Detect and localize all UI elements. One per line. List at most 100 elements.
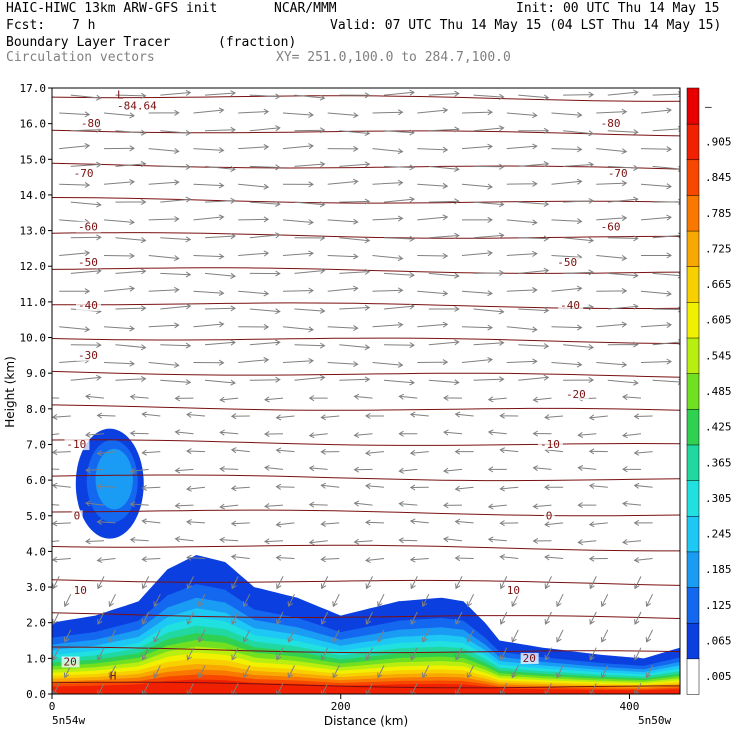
circulation-arrow <box>640 146 672 153</box>
circulation-arrow <box>372 148 404 155</box>
x-tick-label: 400 <box>620 700 640 713</box>
circulation-arrow <box>640 107 672 114</box>
circulation-arrow <box>372 321 404 328</box>
circulation-arrow <box>294 127 326 134</box>
circulation-arrow <box>417 321 449 328</box>
header-xsec: XY= 251.0,100.0 to 284.7,100.0 <box>276 50 511 65</box>
circulation-arrow <box>461 109 493 116</box>
circulation-arrow <box>96 450 116 457</box>
circulation-arrow <box>506 143 538 150</box>
contour-label-bg <box>64 439 90 451</box>
temperature-contour <box>52 544 680 552</box>
y-tick-label: 14.0 <box>20 189 47 202</box>
circulation-arrow <box>160 379 192 386</box>
contour-label: 10 <box>74 584 87 597</box>
temperature-contour <box>52 404 680 411</box>
circulation-arrow <box>506 219 538 226</box>
circulation-arrow <box>193 359 225 366</box>
circulation-arrow <box>85 431 105 438</box>
temperature-contour <box>52 646 680 654</box>
circulation-arrow <box>607 379 639 386</box>
x-end-label-right: 5n50w <box>638 714 671 727</box>
circulation-arrow <box>103 179 135 186</box>
circulation-arrow <box>607 341 639 348</box>
circulation-arrow <box>174 536 194 543</box>
tracer-blob <box>95 448 133 510</box>
contour-label: -84.64 <box>117 99 157 112</box>
circulation-arrow <box>294 234 326 241</box>
circulation-arrow <box>428 126 460 133</box>
circulation-arrow <box>294 94 326 101</box>
circulation-arrow <box>409 449 429 456</box>
circulation-arrow <box>640 321 672 329</box>
temperature-contour <box>52 579 680 586</box>
circulation-arrow <box>186 519 206 526</box>
y-tick-label: 8.0 <box>26 403 46 416</box>
circulation-arrow <box>428 272 460 279</box>
circulation-arrow <box>204 379 236 386</box>
contour-label-bg <box>543 510 555 522</box>
colorbar-label: .665 <box>705 278 732 291</box>
circulation-arrow <box>410 576 418 590</box>
temperature-contour <box>52 439 680 446</box>
circulation-arrow <box>518 94 550 101</box>
circulation-arrow <box>148 322 180 329</box>
circulation-arrow <box>544 576 552 590</box>
circulation-arrow <box>473 339 505 346</box>
colorbar-swatch <box>686 87 700 125</box>
temperature-contour <box>52 612 680 619</box>
circulation-arrow <box>148 216 180 223</box>
circulation-arrow <box>443 502 463 509</box>
circulation-arrow <box>141 647 150 661</box>
circulation-arrow <box>353 393 373 400</box>
circulation-arrow <box>230 554 250 560</box>
circulation-arrow <box>532 503 552 510</box>
x-tick-label: 200 <box>331 700 351 713</box>
circulation-arrow <box>421 665 430 679</box>
colorbar-label: .905 <box>705 135 732 148</box>
circulation-arrow <box>398 393 418 400</box>
circulation-arrow <box>186 554 206 561</box>
circulation-arrow <box>148 148 180 154</box>
circulation-arrow <box>499 554 519 560</box>
circulation-arrow <box>282 250 314 257</box>
colorbar-swatch <box>686 230 700 267</box>
circulation-arrow <box>282 326 314 333</box>
circulation-arrow <box>544 484 564 491</box>
circulation-arrow <box>70 374 102 381</box>
circulation-arrow <box>115 305 147 312</box>
contour-label: -50 <box>557 256 577 269</box>
circulation-arrow <box>103 325 135 332</box>
circulation-arrow <box>160 196 192 203</box>
circulation-arrow <box>377 629 385 643</box>
circulation-arrow <box>645 593 654 608</box>
y-tick-label: 2.0 <box>26 617 46 630</box>
circulation-arrow <box>115 198 147 206</box>
circulation-arrow <box>52 647 60 661</box>
circulation-arrow <box>308 465 328 472</box>
circulation-arrow <box>383 129 415 136</box>
circulation-arrow <box>443 467 463 474</box>
circulation-arrow <box>466 629 475 643</box>
contour-label: -70 <box>608 167 628 180</box>
circulation-arrow <box>160 271 192 278</box>
x-axis-label: Distance (km) <box>324 714 408 728</box>
circulation-arrow <box>59 111 91 118</box>
circulation-arrow <box>596 254 628 261</box>
circulation-arrow <box>52 449 71 456</box>
circulation-arrow <box>640 358 672 365</box>
circulation-arrow <box>607 164 639 171</box>
circulation-arrow <box>339 161 371 168</box>
circulation-arrow <box>238 216 270 223</box>
circulation-arrow <box>409 411 429 418</box>
circulation-arrow <box>287 593 295 608</box>
contour-label: 0 <box>546 509 553 522</box>
circulation-arrow <box>365 483 385 490</box>
circulation-arrow <box>506 326 538 333</box>
circulation-arrow <box>454 448 474 455</box>
circulation-arrow <box>231 647 239 661</box>
circulation-arrow <box>52 397 60 399</box>
y-axis-label: Height (km) <box>3 356 17 427</box>
circulation-arrow <box>640 214 672 221</box>
circulation-arrow <box>320 576 329 590</box>
